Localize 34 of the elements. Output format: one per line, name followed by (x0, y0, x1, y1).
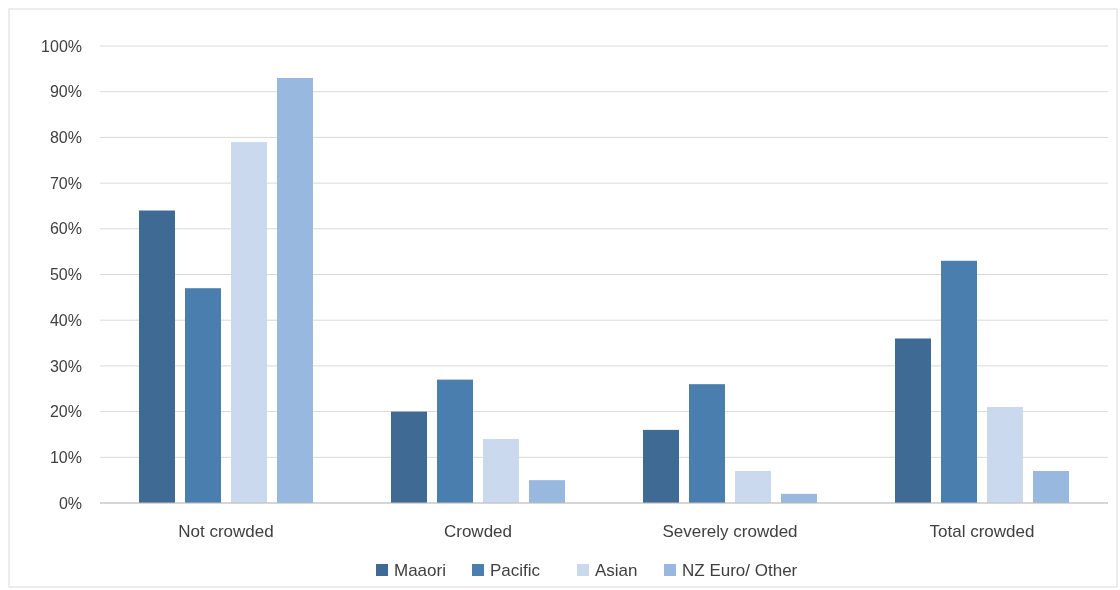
x-tick-label: Not crowded (178, 522, 274, 541)
y-tick-label: 0% (58, 494, 82, 512)
bar (437, 379, 473, 503)
bar (941, 260, 977, 503)
legend-label: Asian (595, 560, 638, 580)
bar (391, 411, 427, 503)
bar (139, 210, 175, 503)
y-tick-label: 50% (49, 266, 82, 284)
bar (643, 429, 679, 503)
bar (231, 141, 267, 503)
x-tick-label: Crowded (443, 522, 513, 541)
bar (895, 338, 931, 503)
bar (689, 384, 725, 503)
bar (185, 288, 221, 503)
y-tick-label: 60% (49, 220, 82, 238)
x-tick-label: Severely crowded (662, 522, 798, 541)
bar (277, 77, 313, 503)
y-tick-label: 10% (49, 448, 82, 466)
y-tick-label: 70% (49, 174, 82, 192)
legend-label: NZ Euro/ Other (682, 560, 798, 580)
y-tick-label: 30% (49, 357, 82, 375)
y-tick-label: 20% (49, 403, 82, 421)
x-tick-label: Total crowded (929, 522, 1035, 541)
bar (987, 407, 1023, 503)
bar (483, 439, 519, 503)
legend-label: Maaori (394, 560, 446, 580)
legend-label: Pacific (490, 560, 541, 580)
bar (1033, 471, 1069, 503)
bar (735, 471, 771, 503)
bar (529, 480, 565, 503)
y-tick-label: 80% (49, 129, 82, 146)
y-tick-label: 40% (49, 311, 82, 329)
y-tick-label: 90% (49, 83, 82, 101)
y-tick-label: 100% (41, 37, 82, 55)
